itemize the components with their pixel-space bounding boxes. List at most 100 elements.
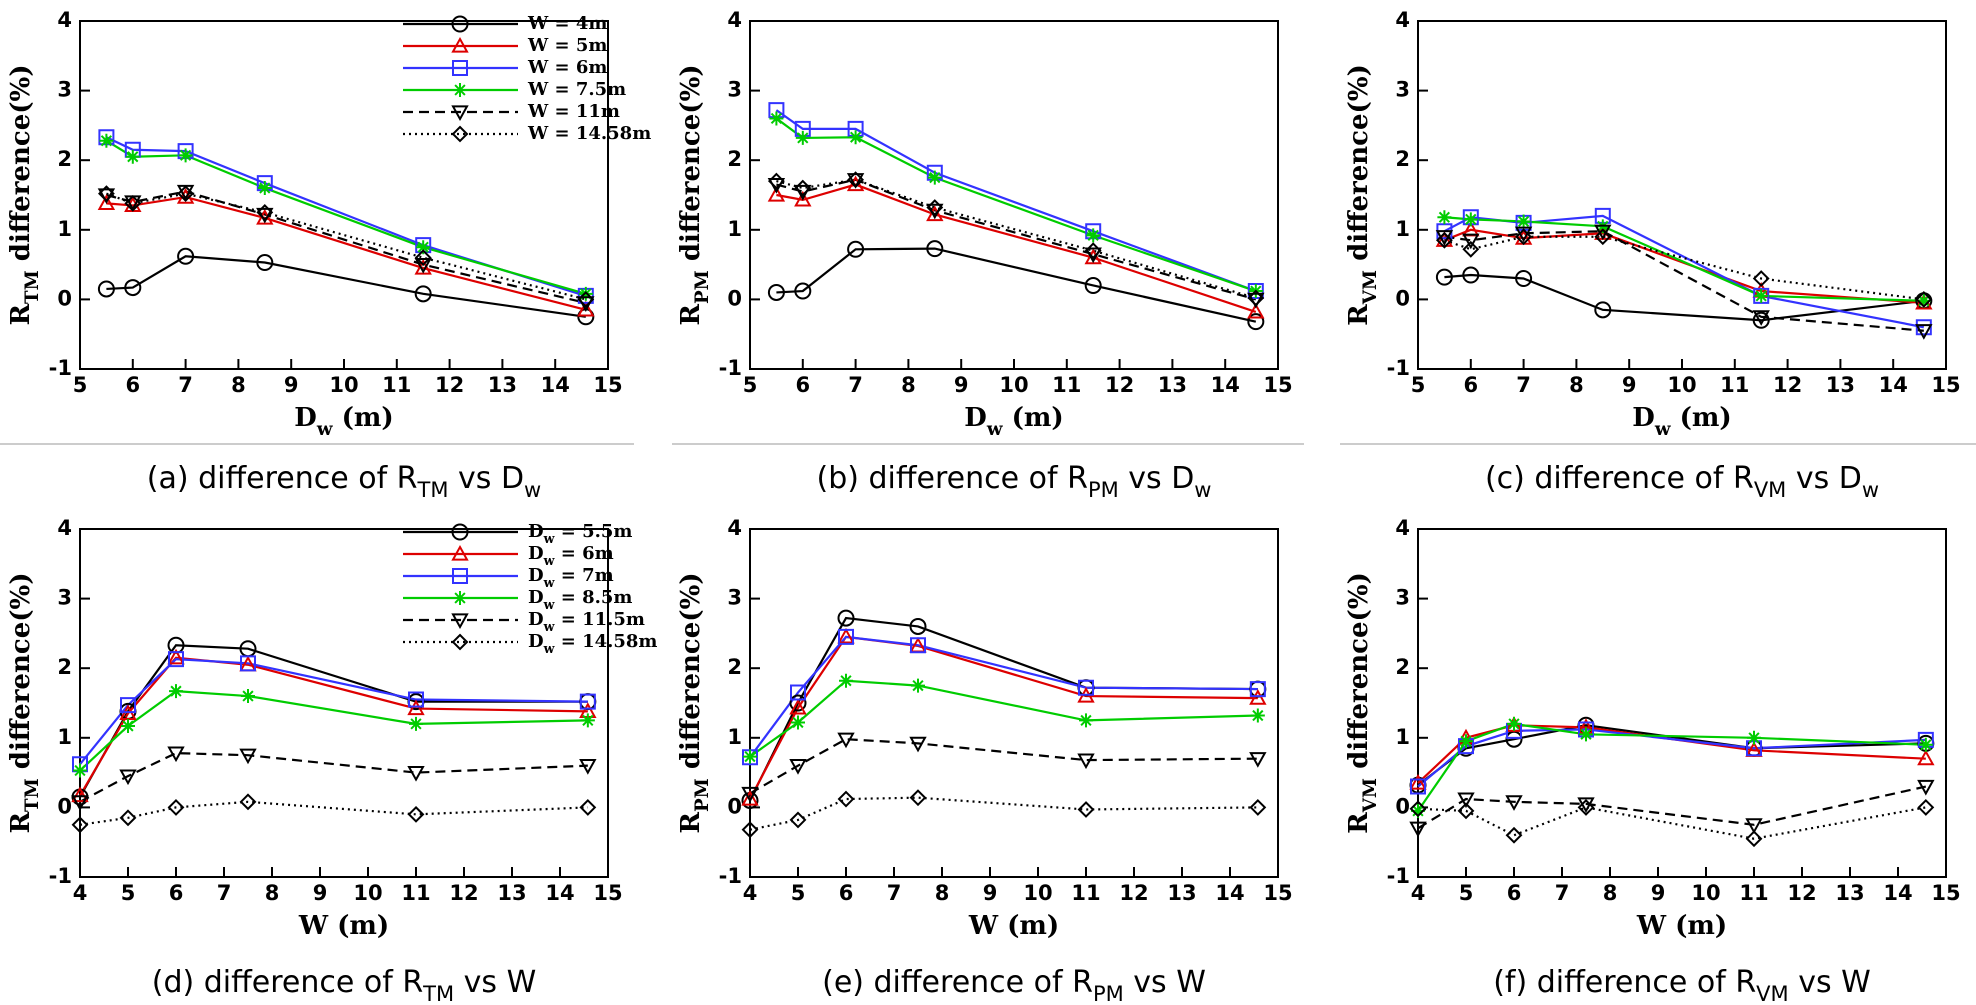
marker [1249,798,1267,816]
plot-frame [749,20,1279,370]
legend-label: Dw = 14.58m [528,631,657,656]
marker [414,259,432,275]
marker [1578,721,1594,738]
marker [1084,242,1102,260]
x-tick-label: 5 [791,881,806,905]
x-tick-label: 12 [435,373,464,397]
x-tick-label: 11 [401,881,430,905]
series-line [105,139,587,295]
marker [741,786,759,803]
marker [241,689,255,704]
x-tick-label: 5 [73,373,88,397]
legend-marker [451,125,469,143]
series-line [1443,214,1925,329]
x-tick-label: 7 [887,881,902,905]
series-line [776,247,1257,323]
y-tick-label: -1 [49,864,72,888]
legend-label: W = 6m [527,57,607,78]
marker [240,655,256,672]
y-tick-label: -1 [719,356,742,380]
marker [1459,734,1473,749]
y-tick-label: 0 [1395,794,1410,818]
marker [743,749,757,764]
x-tick-label: 8 [1603,881,1618,905]
y-tick-label: 2 [57,147,72,171]
x-tick-label: 5 [743,373,758,397]
x-tick-label: 9 [1622,373,1637,397]
y-axis-title: RPM difference(%) [676,572,713,833]
marker [1077,753,1095,770]
caption: (a) difference of RTM vs Dw [147,461,541,503]
plot-frame [79,528,609,878]
marker [409,716,423,731]
y-tick-label: 1 [1395,725,1410,749]
marker [1085,223,1102,240]
x-tick-label: 8 [1569,373,1584,397]
legend-label: W = 4m [527,13,607,34]
x-tick-label: 10 [353,881,382,905]
marker [769,111,784,126]
marker [407,766,425,782]
x-tick-label: 6 [1507,881,1522,905]
marker [578,286,593,301]
marker [1247,289,1265,307]
y-tick-label: 2 [57,655,72,679]
y-tick-label: 1 [727,217,742,241]
y-tick-label: 4 [727,8,742,32]
y-axis-title: RVM difference(%) [1344,64,1381,326]
marker [256,203,274,221]
marker [1462,240,1480,258]
x-tick-label: 15 [1263,881,1292,905]
x-axis-title: Dw (m) [294,403,393,440]
x-tick-label: 12 [1773,373,1802,397]
y-tick-label: 4 [57,8,72,32]
marker [71,795,89,811]
y-tick-label: 0 [57,794,72,818]
x-tick-label: 10 [329,373,358,397]
marker [794,190,812,207]
marker [177,247,195,265]
marker [1435,268,1453,286]
x-tick-label: 15 [593,373,622,397]
marker [789,694,807,712]
x-axis-title: W (m) [1636,911,1727,941]
legend-marker [451,523,469,541]
marker [1577,798,1595,816]
marker [1084,248,1102,265]
marker [577,300,595,317]
x-tick-label: 11 [1052,373,1081,397]
y-tick-label: 0 [57,286,72,310]
marker [124,279,142,297]
y-tick-label: 3 [57,78,72,102]
marker [98,129,115,146]
marker [580,713,595,728]
x-tick-label: 15 [1263,373,1292,397]
marker [239,748,257,765]
x-tick-label: 12 [1105,373,1134,397]
marker [1918,737,1933,752]
x-tick-label: 12 [1787,881,1816,905]
marker [926,164,943,181]
x-tick-label: 9 [284,373,299,397]
legend-label: Dw = 5.5m [528,521,632,546]
x-tick-label: 7 [848,373,863,397]
legend-label: Dw = 11.5m [528,609,645,634]
marker [97,185,115,203]
marker [407,805,425,823]
marker [167,746,185,763]
marker [257,181,272,196]
marker [1515,214,1532,231]
marker [1516,214,1531,229]
marker [125,149,140,164]
x-tick-label: 5 [121,881,136,905]
series-line [106,190,587,304]
x-tick-label: 7 [178,373,193,397]
legend-marker [451,613,469,630]
marker [177,185,195,203]
x-tick-label: 6 [839,881,854,905]
marker [168,651,184,668]
marker [169,684,183,699]
y-tick-label: 3 [1395,586,1410,610]
